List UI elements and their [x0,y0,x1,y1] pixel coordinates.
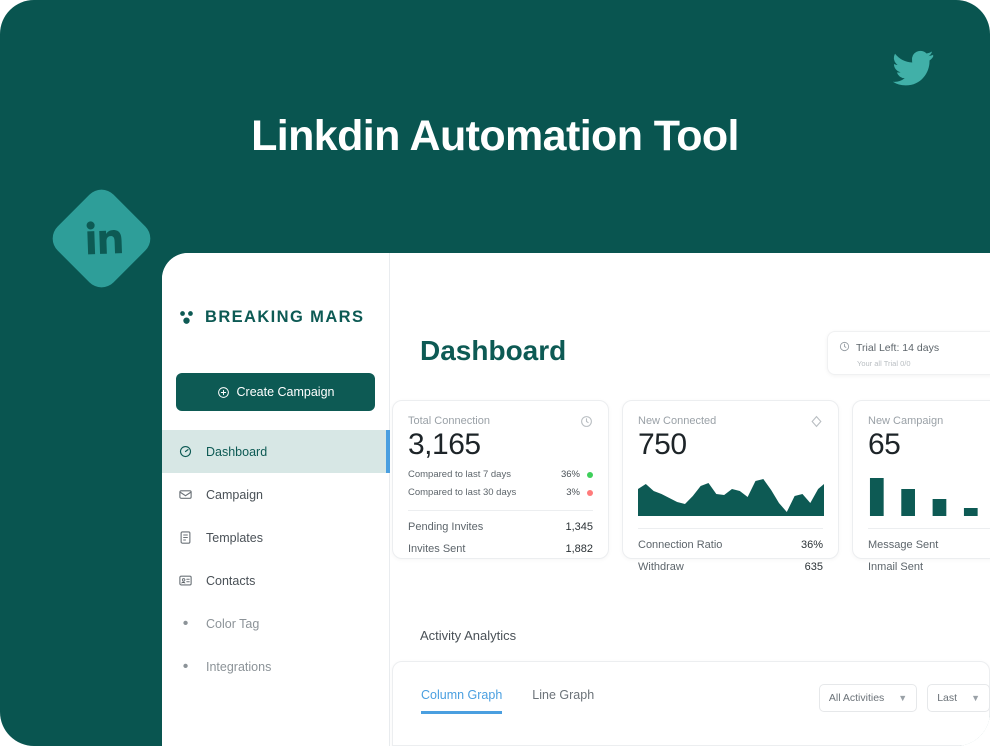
diamond-icon [810,415,823,433]
dashboard-icon [178,444,193,459]
status-dot-down [587,489,593,496]
color-tag-icon: • [182,614,189,632]
sidebar-item-campaign[interactable]: Campaign [162,473,390,516]
campaign-icon [178,487,193,502]
card-row: Inmail Sent [868,561,990,573]
linkedin-icon [73,211,131,267]
card-row: Withdraw 635 [638,561,823,573]
row-label: Message Sent [868,539,939,551]
status-dot-up [587,471,593,478]
filter-all-activities[interactable]: All Activities ▼ [818,684,918,712]
sidebar-item-label: Integrations [206,659,272,674]
bar-chart-new-campaign [868,478,990,516]
plus-circle-icon [217,386,229,398]
app-window: BREAKING MARS Create Campaign [162,253,990,746]
brand-mark-icon [177,308,196,327]
divider [638,528,823,529]
trial-badge[interactable]: Trial Left: 14 days Your all Trial 0/0 [827,331,990,375]
sidebar: BREAKING MARS Create Campaign [162,253,390,746]
comparison-value: 36% [560,469,580,480]
clock-icon [839,339,850,357]
create-campaign-label: Create Campaign [236,385,335,399]
page-title: Dashboard [420,335,567,366]
sidebar-item-color-tag[interactable]: • Color Tag [162,602,390,645]
create-campaign-button[interactable]: Create Campaign [176,373,375,411]
row-label: Inmail Sent [868,561,924,573]
sidebar-item-label: Dashboard [206,444,268,459]
card-row: Pending Invites 1,345 [408,521,593,533]
comparison-label: Compared to last 30 days [408,487,517,498]
comparison-label: Compared to last 7 days [408,469,511,480]
sidebar-item-label: Color Tag [206,616,260,631]
chevron-down-icon: ▼ [971,693,980,703]
sidebar-item-contacts[interactable]: Contacts [162,559,390,602]
sidebar-item-templates[interactable]: Templates [162,516,390,559]
row-value: 1,345 [565,521,593,533]
row-label: Pending Invites [408,521,484,533]
brand: BREAKING MARS [177,308,389,327]
card-row: Message Sent [868,539,990,551]
tab-column-graph[interactable]: Column Graph [421,688,503,714]
sidebar-item-dashboard[interactable]: Dashboard [162,430,390,473]
stat-card-total-connection: Total Connection 3,165 Compared to last … [392,400,609,559]
contacts-icon [178,573,193,588]
sidebar-item-label: Campaign [206,487,263,502]
templates-icon [178,530,193,545]
sidebar-item-label: Contacts [206,573,256,588]
integrations-icon: • [182,657,189,675]
divider [408,510,593,511]
row-label: Withdraw [638,561,684,573]
comparison-value: 3% [566,487,580,498]
card-row: Connection Ratio 36% [638,539,823,551]
chevron-down-icon: ▼ [898,693,908,703]
filter-label: All Activities [828,692,885,704]
stat-card-new-campaign: New Campaign 65 [852,400,990,573]
row-value: 635 [804,561,823,573]
page-headline: Linkdin Automation Tool [251,112,739,160]
card-label: Total Connection [408,415,490,427]
stat-cards: Total Connection 3,165 Compared to last … [390,400,990,573]
twitter-bird-icon [890,46,936,90]
card-label: New Connected [638,415,717,427]
activity-analytics-title: Activity Analytics [420,628,517,643]
row-label: Connection Ratio [638,539,723,551]
trial-title: Trial Left: 14 days [856,342,940,354]
card-row: Invites Sent 1,882 [408,543,593,555]
activity-filters: All Activities ▼ Last ▼ [818,684,990,712]
filter-label: Last [937,692,958,704]
area-chart-new-connected [638,478,824,516]
sidebar-nav: Dashboard Campaign [162,430,390,688]
card-label: New Campaign [868,415,944,427]
graph-tabs: Column Graph Line Graph [421,688,594,714]
clock-icon [580,415,593,433]
activity-analytics-panel: Column Graph Line Graph All Activities ▼… [392,661,990,746]
tab-line-graph[interactable]: Line Graph [532,688,595,702]
filter-date-range[interactable]: Last ▼ [927,684,990,712]
divider [868,528,990,529]
row-value: 1,882 [565,543,593,555]
row-label: Invites Sent [408,543,466,555]
card-value: 65 [868,428,901,461]
sidebar-item-label: Templates [206,530,263,545]
brand-name: BREAKING MARS [205,308,365,326]
card-value: 3,165 [408,428,481,461]
sidebar-item-integrations[interactable]: • Integrations [162,645,390,688]
trial-subtitle: Your all Trial 0/0 [857,359,911,368]
row-value: 36% [800,539,823,551]
card-value: 750 [638,428,687,461]
main-content: Dashboard Trial Left: 14 days Your all T… [390,253,990,746]
comparison-row: Compared to last 30 days 3% [408,487,593,498]
stat-card-new-connected: New Connected 750 [622,400,839,573]
comparison-row: Compared to last 7 days 36% [408,469,593,480]
